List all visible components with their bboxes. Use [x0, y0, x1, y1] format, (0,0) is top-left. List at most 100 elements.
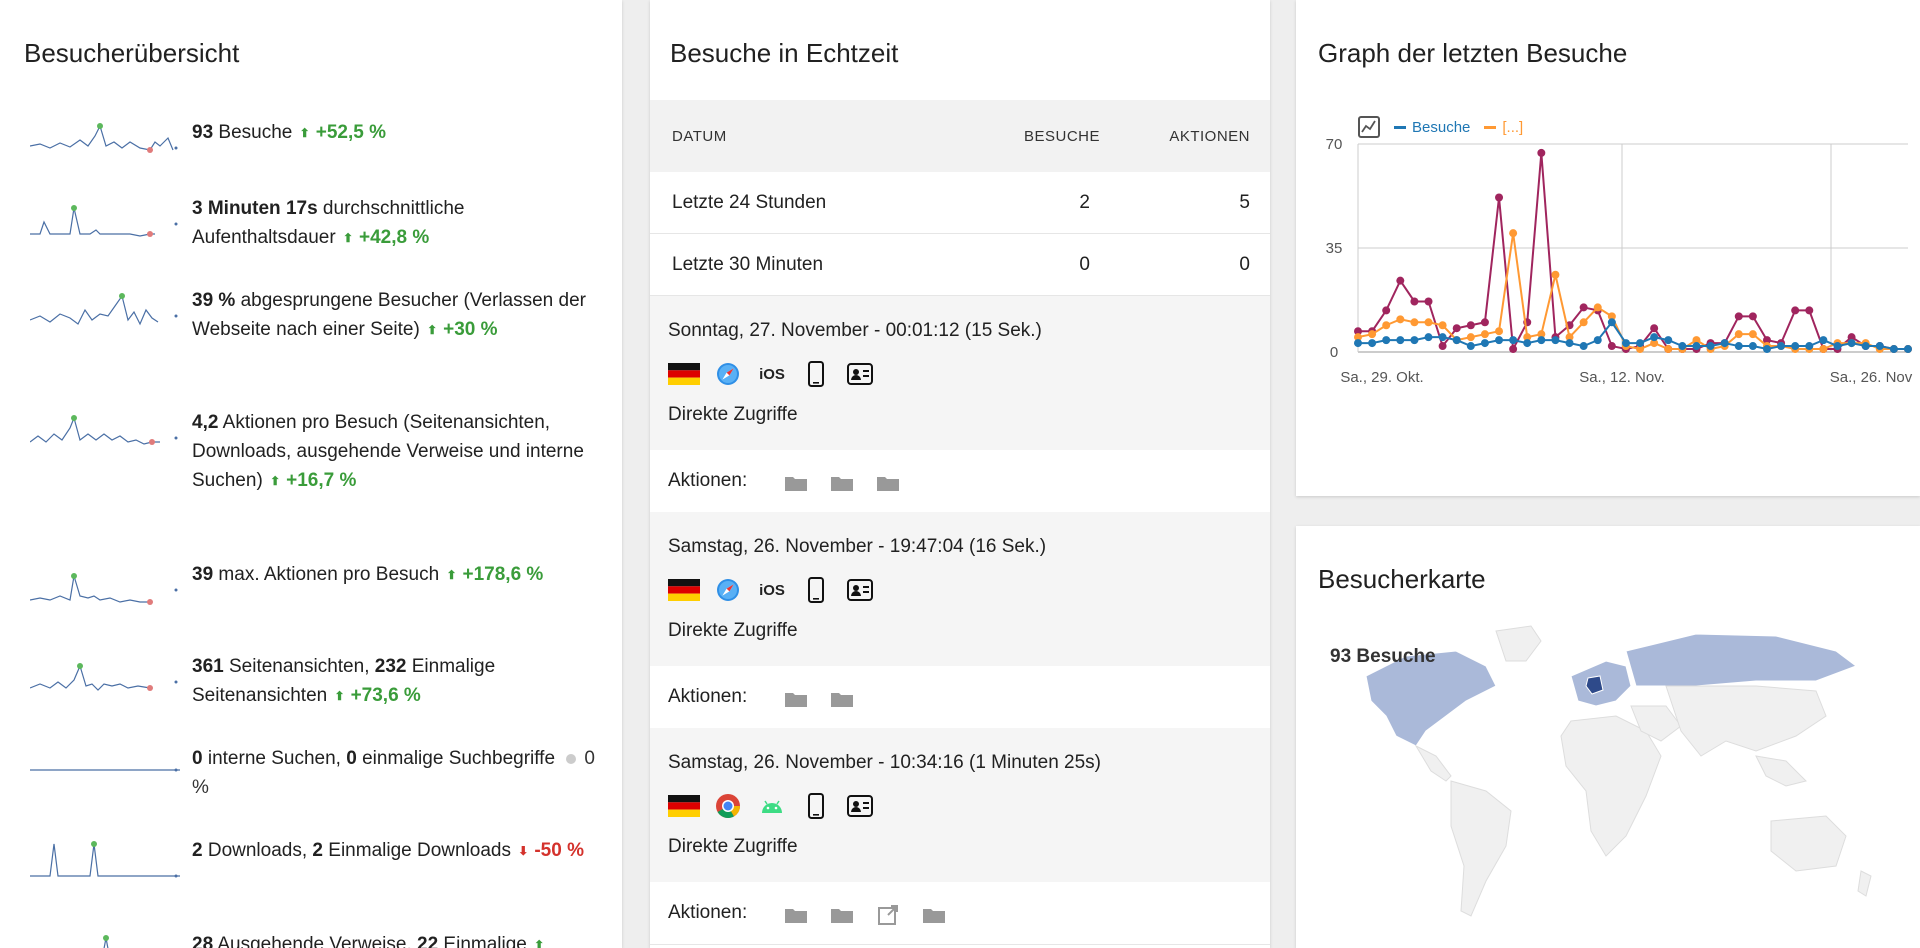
data-point — [1368, 339, 1377, 348]
data-point — [1438, 333, 1447, 342]
sparkline[interactable] — [30, 118, 180, 168]
map-region-south-america — [1450, 780, 1512, 917]
data-point — [1833, 342, 1842, 351]
kpi-change: +42,8 % — [359, 227, 430, 248]
visit-entry[interactable]: Samstag, 26. November - 19:47:04 (16 Sek… — [650, 512, 1270, 666]
visits-line-chart[interactable]: 0 35 70 Sa., 29. Okt. Sa., 12. Nov. Sa., 26. … — [1296, 100, 1920, 400]
browser[interactable] — [712, 361, 744, 387]
sparkline[interactable] — [30, 744, 180, 794]
legend-item-more[interactable]: [...] — [1484, 119, 1523, 136]
chrome-icon — [716, 794, 740, 819]
action-item[interactable] — [918, 902, 950, 928]
header-date: DATUM — [672, 128, 727, 145]
action-list — [780, 686, 858, 712]
map-region-greenland — [1495, 625, 1542, 662]
data-point — [1410, 336, 1419, 345]
sparkline[interactable] — [30, 408, 180, 458]
action-item[interactable] — [826, 686, 858, 712]
germany-flag-icon — [668, 363, 700, 385]
action-item[interactable] — [826, 470, 858, 496]
table-row: Letzte 24 Stunden 2 5 — [650, 172, 1270, 234]
legend-item-besuche[interactable]: Besuche — [1394, 119, 1470, 136]
kpi-change: +30 % — [443, 319, 498, 340]
data-point — [1621, 339, 1630, 348]
visit-datetime: Samstag, 26. November - 19:47:04 (16 Sek… — [668, 536, 1047, 557]
data-point — [1382, 336, 1391, 345]
data-point — [1424, 297, 1433, 306]
visitor-profile-button[interactable] — [844, 577, 876, 603]
sparkline[interactable] — [30, 836, 180, 886]
kpi-text: 39 % abgesprungene Besucher (Verlassen d… — [192, 286, 602, 345]
operating-system[interactable]: iOS — [756, 361, 788, 387]
country-flag[interactable] — [668, 577, 700, 603]
trend-up-icon: ⬆ — [299, 126, 310, 140]
map-region-germany — [1585, 675, 1604, 695]
action-item[interactable] — [780, 470, 812, 496]
smartphone-icon — [808, 361, 824, 387]
y-tick-label: 70 — [1326, 136, 1343, 153]
browser[interactable] — [712, 577, 744, 603]
kpi-value: 3 Minuten 17s — [192, 198, 318, 219]
kpi-label: max. Aktionen pro Besuch — [213, 564, 440, 585]
visit-entry[interactable]: Sonntag, 27. November - 00:01:12 (15 Sek… — [650, 296, 1270, 450]
action-item[interactable] — [826, 902, 858, 928]
map-region-southeast-asia — [1755, 755, 1807, 787]
data-point — [1509, 345, 1518, 354]
map-region-middle-east — [1630, 705, 1682, 742]
action-item[interactable] — [780, 902, 812, 928]
data-point — [1537, 330, 1546, 339]
folder-icon — [831, 477, 853, 491]
operating-system[interactable] — [756, 793, 788, 819]
kpi-label-2: Einmalige Downloads — [323, 840, 511, 861]
action-list — [780, 902, 950, 928]
country-flag[interactable] — [668, 793, 700, 819]
visitor-profile-button[interactable] — [844, 361, 876, 387]
kpi-text: 93 Besuche ⬆ +52,5 % — [192, 118, 602, 148]
data-point — [1480, 339, 1489, 348]
data-point — [1579, 342, 1588, 351]
action-item[interactable] — [872, 470, 904, 496]
data-point — [1847, 339, 1856, 348]
action-item[interactable] — [780, 686, 812, 712]
sparkline[interactable] — [30, 286, 180, 336]
data-point — [1791, 342, 1800, 351]
chart-type-icon[interactable] — [1358, 116, 1380, 138]
data-point — [1720, 339, 1729, 348]
world-map[interactable] — [1316, 606, 1906, 946]
map-region-australia — [1770, 815, 1847, 872]
x-tick-label: Sa., 12. Nov. — [1579, 369, 1665, 386]
visitor-profile-button[interactable] — [844, 793, 876, 819]
sparkline[interactable] — [30, 194, 180, 244]
germany-flag-icon — [668, 579, 700, 601]
sparkline[interactable] — [30, 560, 180, 610]
folder-icon — [831, 909, 853, 923]
trend-up-icon: ⬆ — [334, 689, 345, 703]
sparkline[interactable] — [30, 930, 180, 948]
data-point — [1664, 345, 1673, 354]
safari-icon — [717, 579, 739, 601]
trend-up-icon: ⬆ — [446, 568, 457, 582]
kpi-change: 0 % — [192, 748, 595, 798]
browser[interactable] — [712, 793, 744, 819]
country-flag[interactable] — [668, 361, 700, 387]
visit-entry[interactable]: Samstag, 26. November - 10:34:16 (1 Minu… — [650, 728, 1270, 882]
kpi-value: 361 — [192, 656, 224, 677]
trend-up-icon: ⬆ — [270, 474, 281, 488]
trend-up-icon: ⬆ — [534, 938, 545, 948]
row-actions: 5 — [1239, 192, 1250, 213]
device-type[interactable] — [800, 361, 832, 387]
kpi-value-2: 22 — [417, 934, 439, 948]
operating-system[interactable]: iOS — [756, 577, 788, 603]
sparkline[interactable] — [30, 652, 180, 702]
android-icon — [762, 800, 782, 813]
action-item[interactable] — [872, 902, 904, 928]
device-type[interactable] — [800, 793, 832, 819]
legend-swatch — [1394, 125, 1406, 129]
data-point — [1466, 333, 1475, 342]
folder-icon — [785, 693, 807, 707]
device-type[interactable] — [800, 577, 832, 603]
kpi-label: Besuche — [213, 122, 293, 143]
data-point — [1678, 342, 1687, 351]
data-point — [1692, 336, 1701, 345]
data-point — [1410, 318, 1419, 327]
